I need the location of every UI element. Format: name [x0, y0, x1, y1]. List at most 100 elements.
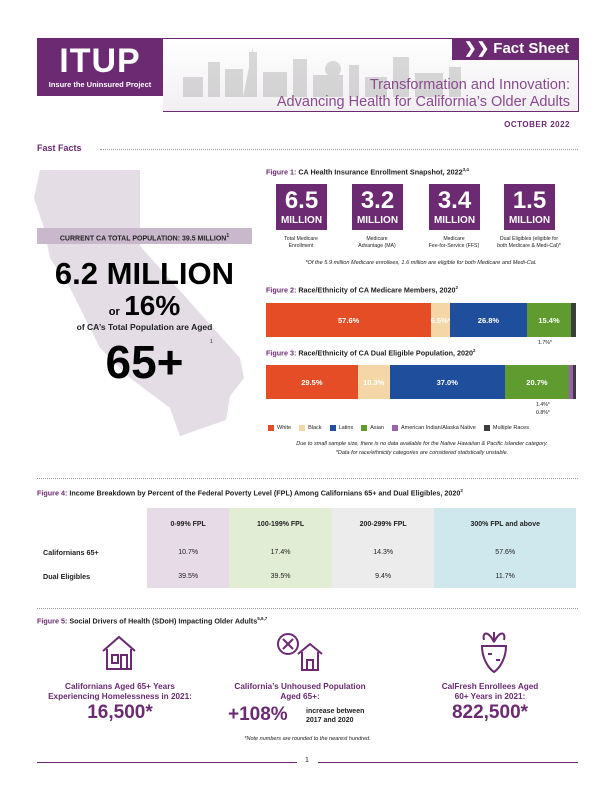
bar-segment-american-indian-alaska-native	[569, 365, 574, 399]
figure1-text: CA Health Insurance Enrollment Snapshot,…	[298, 167, 463, 177]
figure3-text: Race/Ethnicity of CA Dual Eligible Popul…	[298, 348, 474, 358]
legend-swatch	[329, 425, 336, 431]
stat-caption: Medicare Advantage (MA)	[342, 236, 412, 250]
bar-segment-label: 6.5%*	[430, 315, 451, 325]
stat-caption-line2: Enrollment	[288, 243, 314, 249]
population-sup: 1	[226, 233, 230, 239]
table-column-header: 300% FPL and above	[434, 508, 576, 540]
legend-label: Latinx	[338, 425, 354, 431]
or-text: or	[108, 306, 120, 318]
legend-swatch	[299, 425, 306, 431]
stat-number: 6.5	[284, 187, 319, 214]
figure2-text: Race/Ethnicity of CA Medicare Members, 2…	[298, 285, 456, 295]
legend-item: Black	[299, 425, 322, 431]
figure5-title: Figure 5: Social Drivers of Health (SDoH…	[37, 616, 267, 625]
footer-rule-left	[37, 762, 297, 763]
unhoused-side-line2: 2017 and 2020	[306, 717, 354, 724]
bar-segment-black: 6.5%*	[430, 303, 451, 337]
figure5-note: *Note numbers are rounded to the nearest…	[244, 736, 371, 742]
figure3-sup: 2	[473, 348, 476, 353]
bar-segment-label: 57.6%	[338, 315, 360, 325]
unhoused-side-text: increase between 2017 and 2020	[306, 707, 364, 725]
legend-label: Asian	[370, 425, 384, 431]
table-column-header: 0-99% FPL	[147, 508, 230, 540]
section-divider	[100, 149, 578, 150]
legend-item: Latinx	[329, 425, 354, 431]
stat-caption-line2: both Medicare & Medi-Cal)*	[497, 243, 561, 249]
legend-item: White	[268, 425, 291, 431]
table-cell: 9.4%	[331, 564, 435, 588]
bar-segment-label: 20.7%	[526, 377, 548, 387]
stat-unit: MILLION	[433, 215, 476, 226]
sdoh-caption-2: California’s Unhoused Population Aged 65…	[220, 682, 380, 702]
population-label: CURRENT CA TOTAL POPULATION: 39.5 MILLIO…	[59, 235, 227, 243]
stat-unit: MILLION	[508, 215, 551, 226]
figure3-label: Figure 3:	[266, 348, 297, 358]
stat-box: 3.2 MILLION	[352, 184, 403, 230]
calfresh-number: 822,500*	[451, 702, 529, 723]
bar-segment-white: 29.5%	[266, 365, 358, 399]
sdoh-caption-2-line1: California’s Unhoused Population	[234, 682, 366, 691]
figure3-title: Figure 3: Race/Ethnicity of CA Dual Elig…	[266, 348, 476, 357]
page-number: 1	[305, 757, 309, 764]
figure1-sup: 3,4	[462, 167, 469, 172]
bar-segment-label: 37.0%	[436, 377, 458, 387]
table-cell: 39.5%	[229, 564, 332, 588]
bar-segment-white: 57.6%	[266, 303, 432, 337]
legend-item: Asian	[361, 425, 384, 431]
legend-swatch	[268, 425, 274, 431]
stat-caption-line2: Fee-for-Service (FFS)	[428, 243, 480, 249]
sdoh-caption-3-line1: CalFresh Enrollees Aged	[441, 682, 539, 691]
bar-segment-latinx: 37.0%	[389, 365, 505, 399]
figure2-title: Figure 2: Race/Ethnicity of CA Medicare …	[266, 285, 458, 294]
table-cell: 17.4%	[229, 540, 332, 564]
bar-segment-multiple-races	[573, 365, 576, 399]
legend-label: White	[277, 425, 292, 431]
table-cell: 14.3%	[331, 540, 435, 564]
sdoh-caption-1-line2: Experiencing Homelessness in 2021:	[48, 692, 192, 701]
medicare-race-bar: 57.6% 6.5%* 26.8% 15.4%	[266, 303, 576, 337]
sdoh-caption-1: Californians Aged 65+ Years Experiencing…	[40, 682, 200, 702]
figure2-label: Figure 2:	[266, 285, 297, 295]
percent-value: 16%	[124, 290, 181, 321]
bar-segment-label: 10.3%	[363, 377, 385, 387]
race-legend: White Black Latinx Asian American Indian/Ala…	[268, 425, 537, 431]
unhoused-side-line1: increase between	[306, 708, 365, 715]
stat-caption: Medicare Fee-for-Service (FFS)	[419, 236, 489, 250]
stat-caption: Dual Eligibles (eligible for both Medicar…	[494, 236, 564, 250]
age-value: 65+	[105, 336, 184, 388]
race-notes: Due to small sample size, there is no da…	[262, 440, 582, 458]
figure1-label: Figure 1:	[266, 167, 297, 177]
stat-unit: MILLION	[356, 215, 399, 226]
section-divider	[37, 478, 578, 479]
stat-caption-line1: Medicare	[366, 236, 388, 242]
table-column-header: 200-299% FPL	[331, 508, 435, 540]
sdoh-caption-3-line2: 60+ Years in 2021:	[454, 692, 526, 701]
figure1-title: Figure 1: CA Health Insurance Enrollment…	[266, 167, 469, 176]
big-number: 6.2 MILLION	[54, 256, 235, 291]
table-cell: 57.6%	[434, 540, 576, 564]
figure1-note: *Of the 5.9 million Medicare enrollees, …	[305, 260, 537, 266]
legend-swatch	[391, 425, 398, 431]
legend-label: Multiple Races	[492, 425, 529, 431]
title-line-1: Transformation and Innovation:	[369, 77, 570, 93]
figure5-sup: 5,6,7	[257, 616, 268, 621]
logo-text: ITUP	[59, 42, 141, 80]
population-banner: CURRENT CA TOTAL POPULATION: 39.5 MILLIO…	[37, 228, 252, 244]
skyline-illustration	[183, 47, 461, 97]
bar-segment-asian: 15.4%	[526, 303, 572, 337]
stat-number: 3.2	[360, 187, 395, 214]
sdoh-caption-3: CalFresh Enrollees Aged 60+ Years in 202…	[410, 682, 570, 702]
fact-sheet-tag: ❯❯ Fact Sheet	[452, 38, 579, 60]
footer-rule-right	[318, 762, 578, 763]
caption-sup: 1	[210, 339, 213, 345]
figure4-label: Figure 4:	[37, 488, 68, 498]
table-header-row: 0-99% FPL 100-199% FPL 200-299% FPL 300% FP…	[37, 508, 576, 540]
figure3-small-label-1: 1.4%*	[536, 402, 550, 408]
table-row: Dual Eligibles 39.5% 39.5% 9.4% 11.7%	[37, 564, 576, 588]
table-corner	[37, 508, 147, 540]
table-row-label: Californians 65+	[43, 547, 99, 557]
race-note-1: Due to small sample size, there is no da…	[296, 441, 548, 447]
logo-subtitle: Insure the Uninsured Project	[48, 80, 152, 89]
title-line-2: Advancing Health for California’s Older …	[276, 94, 570, 110]
